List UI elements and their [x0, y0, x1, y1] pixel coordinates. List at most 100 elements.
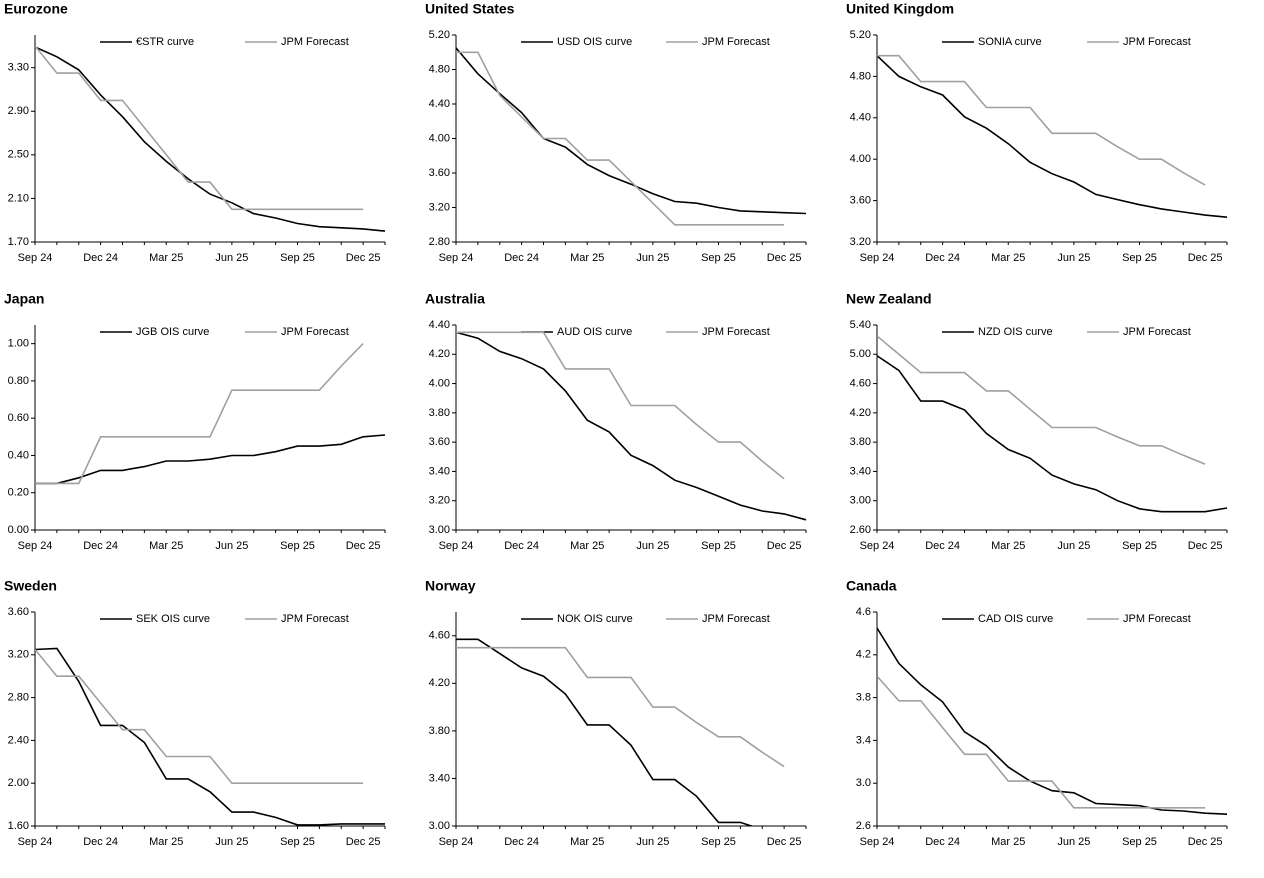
y-tick-label: 2.50 [8, 149, 29, 161]
x-tick-label: Dec 25 [1188, 252, 1223, 264]
panel-title: Eurozone [4, 1, 68, 17]
legend-label: JGB OIS curve [136, 326, 209, 338]
y-tick-label: 3.0 [856, 777, 871, 789]
y-tick-label: 4.20 [429, 348, 450, 360]
x-tick-label: Sep 24 [18, 836, 53, 848]
y-tick-label: 1.70 [8, 236, 29, 248]
series-line [35, 343, 364, 485]
legend-label: JPM Forecast [702, 326, 770, 338]
x-tick-label: Dec 24 [925, 836, 960, 848]
series-line [456, 331, 785, 480]
x-tick-label: Dec 24 [504, 836, 539, 848]
legend-label: JPM Forecast [1123, 36, 1191, 48]
x-tick-label: Sep 25 [701, 540, 736, 552]
x-tick-label: Sep 24 [860, 252, 895, 264]
legend-label: JPM Forecast [281, 326, 349, 338]
y-tick-label: 3.60 [8, 606, 29, 618]
y-tick-label: 3.80 [850, 436, 871, 448]
panel-title: Canada [846, 578, 897, 594]
panel-title: Norway [425, 578, 476, 594]
x-tick-label: Dec 25 [1188, 836, 1223, 848]
y-tick-label: 1.00 [8, 338, 29, 350]
panel: Norway 3.00 3.40 3.80 4.20 4.60 Sep 24 Dec 24 Ma… [425, 578, 807, 848]
panel: United Kingdom 3.20 3.60 4.00 4.40 4.80 5.20 Se… [846, 1, 1228, 264]
y-tick-label: 4.2 [856, 649, 871, 661]
x-tick-label: Mar 25 [149, 836, 183, 848]
x-tick-label: Mar 25 [991, 252, 1025, 264]
legend-label: USD OIS curve [557, 36, 632, 48]
x-tick-label: Sep 25 [1122, 836, 1157, 848]
y-tick-label: 4.60 [850, 377, 871, 389]
x-tick-label: Dec 24 [83, 252, 118, 264]
x-tick-label: Dec 25 [346, 836, 381, 848]
x-tick-label: Dec 24 [925, 540, 960, 552]
x-tick-label: Sep 24 [18, 540, 53, 552]
y-tick-label: 5.20 [429, 29, 450, 41]
x-tick-label: Jun 25 [1057, 836, 1090, 848]
panel: Australia 3.00 3.20 3.40 3.60 3.80 4.00 4.20 4.4… [425, 291, 807, 552]
y-tick-label: 2.00 [8, 777, 29, 789]
x-tick-label: Dec 24 [83, 836, 118, 848]
x-tick-label: Jun 25 [636, 540, 669, 552]
x-tick-label: Sep 24 [439, 836, 474, 848]
x-tick-label: Dec 24 [504, 540, 539, 552]
series-line [877, 335, 1206, 465]
x-tick-label: Sep 24 [860, 540, 895, 552]
panel: Japan 0.00 0.20 0.40 0.60 0.80 1.00 Sep 24 Dec 2… [4, 291, 386, 552]
series-line [456, 51, 785, 226]
x-tick-label: Dec 25 [767, 836, 802, 848]
y-tick-label: 4.00 [429, 132, 450, 144]
legend-label: NOK OIS curve [557, 613, 633, 625]
y-tick-label: 4.20 [850, 407, 871, 419]
y-tick-label: 4.6 [856, 606, 871, 618]
panel: New Zealand 2.60 3.00 3.40 3.80 4.20 4.60 5.00 5… [846, 291, 1228, 552]
series-line [456, 331, 807, 521]
panel-title: Australia [425, 291, 485, 307]
y-tick-label: 2.80 [8, 692, 29, 704]
x-tick-label: Dec 25 [767, 540, 802, 552]
y-tick-label: 4.00 [850, 153, 871, 165]
series-line [877, 55, 1228, 218]
panel: United States 2.80 3.20 3.60 4.00 4.40 4.80 5.2… [425, 1, 807, 264]
x-tick-label: Mar 25 [991, 540, 1025, 552]
x-tick-label: Jun 25 [1057, 540, 1090, 552]
y-tick-label: 3.20 [8, 649, 29, 661]
y-tick-label: 0.80 [8, 375, 29, 387]
y-tick-label: 3.60 [429, 436, 450, 448]
x-tick-label: Dec 25 [1188, 540, 1223, 552]
y-tick-label: 2.6 [856, 820, 871, 832]
legend-label: JPM Forecast [281, 613, 349, 625]
legend-label: SEK OIS curve [136, 613, 210, 625]
y-tick-label: 3.30 [8, 62, 29, 74]
x-tick-label: Sep 25 [1122, 540, 1157, 552]
x-tick-label: Dec 25 [346, 252, 381, 264]
y-tick-label: 5.20 [850, 29, 871, 41]
x-tick-label: Jun 25 [636, 252, 669, 264]
y-tick-label: 3.60 [850, 195, 871, 207]
panel-title: Sweden [4, 578, 57, 594]
series-line [35, 46, 386, 232]
y-tick-label: 3.20 [429, 495, 450, 507]
y-tick-label: 3.80 [429, 407, 450, 419]
legend-label: €STR curve [136, 36, 194, 48]
x-tick-label: Jun 25 [1057, 252, 1090, 264]
x-tick-label: Dec 24 [925, 252, 960, 264]
legend-label: JPM Forecast [1123, 326, 1191, 338]
y-tick-label: 0.20 [8, 487, 29, 499]
x-tick-label: Mar 25 [149, 252, 183, 264]
series-line [877, 355, 1228, 513]
series-line [456, 47, 807, 215]
y-tick-label: 4.40 [850, 112, 871, 124]
legend-label: JPM Forecast [702, 613, 770, 625]
legend-label: CAD OIS curve [978, 613, 1053, 625]
y-tick-label: 3.40 [429, 772, 450, 784]
x-tick-label: Jun 25 [636, 836, 669, 848]
x-tick-label: Sep 24 [439, 252, 474, 264]
y-tick-label: 0.60 [8, 412, 29, 424]
y-tick-label: 3.00 [429, 524, 450, 536]
y-tick-label: 3.00 [429, 820, 450, 832]
y-tick-label: 2.80 [429, 236, 450, 248]
y-tick-label: 2.40 [8, 734, 29, 746]
legend-label: JPM Forecast [702, 36, 770, 48]
y-tick-label: 3.40 [429, 465, 450, 477]
